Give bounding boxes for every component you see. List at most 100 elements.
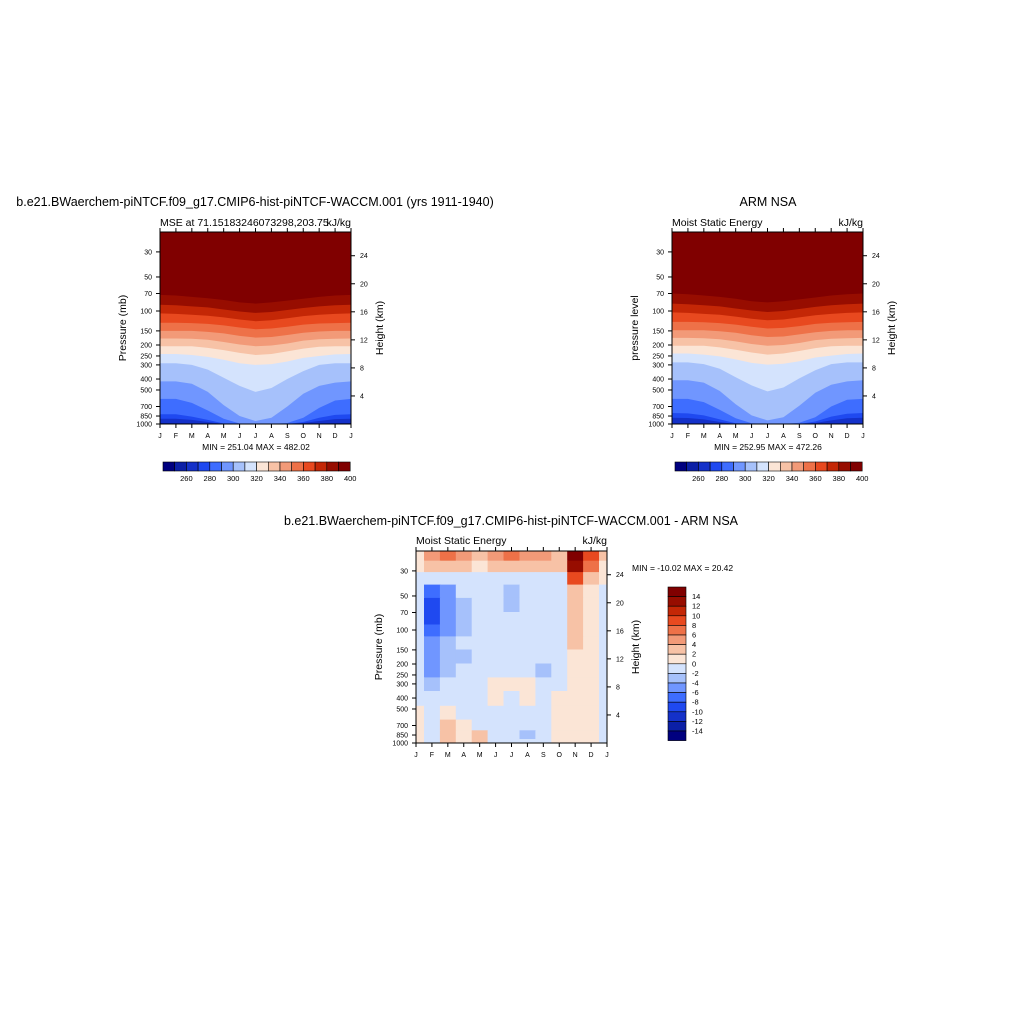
colorbar-label: 280 — [716, 474, 729, 483]
contour-cell — [471, 649, 489, 665]
colorbar-label: 10 — [692, 611, 700, 620]
contour-cell — [487, 705, 505, 721]
panel-model-y2label: Height (km) — [374, 301, 386, 355]
colorbar-swatch — [326, 461, 339, 472]
height-tick-label: 12 — [360, 337, 368, 344]
contour-cell — [567, 560, 584, 573]
height-tick-label: 4 — [616, 712, 620, 719]
colorbar-swatch — [744, 461, 758, 472]
height-tick-label: 12 — [872, 337, 880, 344]
contour-cell — [583, 677, 600, 692]
contour-cell — [519, 739, 536, 743]
contour-cell — [551, 649, 568, 665]
colorbar-swatch — [267, 461, 281, 472]
pressure-tick-label: 250 — [652, 353, 664, 360]
pressure-tick-label: 1000 — [136, 422, 152, 429]
pressure-tick-label: 500 — [396, 706, 408, 713]
panel-diff: b.e21.BWaerchem-piNTCF.f09_g17.CMIP6-his… — [284, 514, 739, 759]
contour-cell — [424, 649, 441, 665]
contour-cell — [487, 612, 505, 626]
height-tick-label: 16 — [872, 309, 880, 316]
contour-cell — [487, 584, 505, 599]
month-tick-label: J — [670, 433, 674, 440]
contour-cell — [487, 677, 505, 692]
contour-cell — [424, 560, 441, 573]
pressure-tick-label: 1000 — [392, 741, 408, 748]
contour-cell — [416, 624, 425, 637]
contour-cell — [424, 572, 441, 586]
contour-cell — [416, 560, 425, 573]
height-tick-label: 16 — [616, 628, 624, 635]
contour-cell — [503, 691, 520, 707]
pressure-tick-label: 300 — [140, 362, 152, 369]
colorbar-label: 400 — [344, 474, 357, 483]
panel-model: b.e21.BWaerchem-piNTCF.f09_g17.CMIP6-his… — [16, 195, 493, 483]
contour-cell — [503, 624, 520, 637]
month-tick-label: O — [813, 433, 819, 440]
contour-cell — [535, 719, 552, 731]
colorbar-label: 260 — [692, 474, 705, 483]
colorbar-swatch — [733, 461, 746, 472]
contour-cell — [439, 663, 457, 678]
contour-cell — [487, 663, 505, 678]
contour-cell — [416, 730, 425, 740]
contour-cell — [535, 551, 552, 562]
contour-cell — [519, 560, 536, 573]
panel-obs-colorbar: 260 280 300 320 340 360 380 400 — [674, 461, 868, 483]
contour-cell — [503, 636, 520, 650]
contour-cell — [455, 636, 473, 650]
contour-cell — [487, 739, 505, 743]
contour-cell — [519, 572, 536, 586]
panel-model-ylabel: Pressure (mb) — [117, 295, 129, 362]
contour-cell — [455, 560, 473, 573]
colorbar-swatch — [667, 663, 687, 674]
colorbar-swatch — [674, 461, 687, 472]
contour-cell — [503, 730, 520, 740]
contour-cell — [567, 677, 584, 692]
contour-cell — [599, 739, 607, 743]
contour-cell — [519, 705, 536, 721]
height-tick-label: 8 — [616, 684, 620, 691]
contour-cell — [487, 649, 505, 665]
contour-cell — [455, 730, 473, 740]
contour-cell — [583, 691, 600, 707]
contour-cell — [599, 705, 607, 721]
height-tick-label: 8 — [360, 365, 364, 372]
panel-diff-stats: MIN = -10.02 MAX = 20.42 — [632, 563, 733, 573]
panel-diff-title: b.e21.BWaerchem-piNTCF.f09_g17.CMIP6-his… — [284, 514, 739, 528]
colorbar-swatch — [667, 701, 687, 713]
panel-model-axes: J F M A M J J A S O N D J 30 50 70 100 150 200 250 300 400 500… — [136, 228, 368, 440]
pressure-tick-label: 70 — [400, 610, 408, 617]
contour-cell — [567, 624, 584, 637]
colorbar-label: 360 — [297, 474, 310, 483]
panel-diff-axes: J F M A M J J A S O N D J 30 50 70 100 150 200 250 300 400 500… — [392, 547, 624, 759]
contour-cell — [439, 636, 457, 650]
contour-cell — [535, 636, 552, 650]
colorbar-swatch — [667, 605, 687, 617]
month-tick-label: D — [333, 433, 338, 440]
contour-cell — [583, 719, 600, 731]
colorbar-label: 340 — [786, 474, 799, 483]
panel-obs-title: ARM NSA — [740, 195, 798, 209]
contour-cell — [439, 739, 457, 743]
height-tick-label: 8 — [872, 365, 876, 372]
contour-cell — [455, 719, 473, 731]
contour-cell — [503, 677, 520, 692]
contour-cell — [439, 551, 457, 562]
colorbar-label: 6 — [692, 631, 696, 640]
contour-cell — [599, 636, 607, 650]
month-tick-label: J — [349, 433, 353, 440]
colorbar-swatch — [779, 461, 793, 472]
contour-cell — [599, 597, 607, 613]
pressure-tick-label: 400 — [652, 377, 664, 384]
colorbar-swatch — [244, 461, 257, 472]
month-tick-label: S — [797, 433, 802, 440]
contour-cell — [471, 705, 489, 721]
contour-cell — [416, 719, 425, 731]
contour-cell — [487, 572, 505, 586]
pressure-tick-label: 200 — [396, 662, 408, 669]
contour-cell — [519, 663, 536, 678]
contour-cell — [535, 739, 552, 743]
contour-cell — [471, 624, 489, 637]
